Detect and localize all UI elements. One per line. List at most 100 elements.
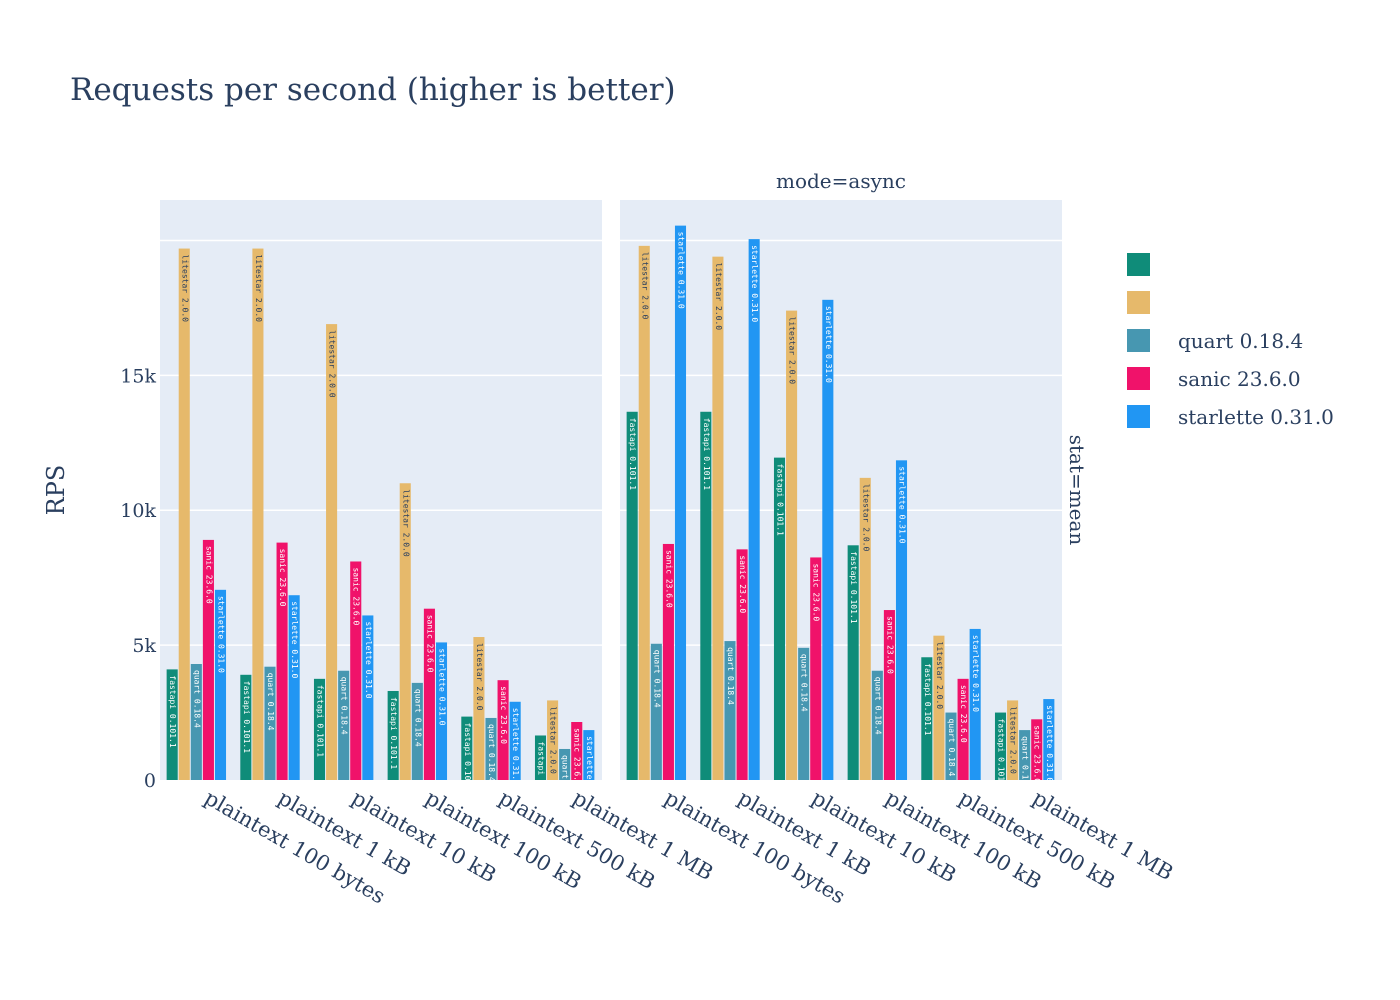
- bar-label: litestar 2.0.0: [714, 263, 723, 331]
- bar-label: sanic 23.6.0: [1033, 725, 1042, 783]
- bar-label: fastapi 0.101.1: [997, 719, 1006, 791]
- bar: [662, 543, 674, 780]
- bar-label: sanic 23.6.0: [738, 555, 747, 613]
- bar: [810, 557, 822, 780]
- bar: [798, 647, 810, 780]
- bar-label: litestar 2.0.0: [328, 330, 337, 398]
- bar-label: starlette 0.31.0: [364, 621, 373, 698]
- bar: [202, 539, 214, 780]
- bar: [859, 477, 871, 780]
- bar: [700, 411, 712, 780]
- bar: [178, 248, 190, 781]
- bar: [724, 641, 736, 780]
- bar-label: litestar 2.0.0: [254, 255, 263, 323]
- bar: [559, 748, 571, 780]
- bar-label: litestar 2.0.0: [935, 642, 944, 710]
- bar: [387, 690, 399, 780]
- bar: [1043, 699, 1055, 780]
- y-tick-label: 0: [144, 770, 156, 792]
- legend-item[interactable]: [1127, 291, 1150, 314]
- bar-label: quart 0.18.4: [561, 755, 570, 813]
- bar-label: fastapi 0.101.1: [242, 681, 251, 753]
- bar-label: starlette 0.31.0: [750, 245, 759, 322]
- legend-label: sanic 23.6.0: [1178, 367, 1301, 391]
- bar-label: starlette 0.31.0: [437, 648, 446, 725]
- bar: [326, 324, 338, 780]
- bar: [240, 674, 252, 780]
- bar: [485, 717, 497, 780]
- bar: [264, 666, 276, 780]
- legend-item[interactable]: [1127, 253, 1150, 276]
- legend-label: starlette 0.31.0: [1178, 405, 1334, 429]
- row-facet-label: stat=mean: [1065, 435, 1089, 546]
- legend-swatch: [1127, 329, 1150, 352]
- bar-label: litestar 2.0.0: [788, 317, 797, 385]
- bar: [895, 460, 908, 780]
- bar: [362, 615, 374, 780]
- bar-label: quart 0.18.4: [800, 654, 809, 712]
- bar-label: fastapi 0.101.1: [316, 685, 325, 757]
- bar: [497, 680, 509, 780]
- bar: [748, 239, 760, 780]
- bar: [547, 700, 559, 780]
- bar-label: quart 0.18.4: [947, 719, 956, 777]
- bar-label: quart 0.18.4: [652, 650, 661, 708]
- bar-label: quart 0.18.4: [340, 677, 349, 735]
- legend-swatch: [1127, 291, 1150, 314]
- bar-label: fastapi 0.101.1: [463, 723, 472, 795]
- bar-label: sanic 23.6.0: [278, 549, 287, 607]
- bar: [276, 542, 288, 780]
- legend: quart 0.18.4 sanic 23.6.0 starlette 0.31.0: [1127, 253, 1334, 429]
- facet-title: mode=async: [776, 169, 906, 193]
- bar-label: sanic 23.6.0: [499, 686, 508, 744]
- bar: [945, 712, 957, 780]
- legend-swatch: [1127, 367, 1150, 390]
- bar-label: fastapi 0.101.1: [628, 418, 637, 490]
- bar: [571, 722, 583, 780]
- bar: [674, 225, 687, 780]
- bar-label: quart 0.18.4: [487, 724, 496, 782]
- bar: [1031, 719, 1043, 780]
- bar: [190, 664, 202, 780]
- legend-item[interactable]: sanic 23.6.0: [1127, 367, 1301, 391]
- bar-label: quart 0.18.4: [873, 677, 882, 735]
- legend-swatch: [1127, 405, 1150, 428]
- y-axis-title: RPS: [42, 465, 70, 516]
- bar-label: fastapi 0.101.1: [923, 663, 932, 735]
- bar: [736, 549, 748, 780]
- bar: [252, 248, 264, 781]
- legend-item[interactable]: starlette 0.31.0: [1127, 405, 1334, 429]
- bar: [626, 411, 638, 780]
- bar: [883, 610, 895, 780]
- bar: [969, 628, 981, 780]
- bar: [435, 642, 448, 780]
- bar: [638, 245, 650, 780]
- bar-label: starlette 0.31.0: [511, 708, 520, 785]
- bar-label: litestar 2.0.0: [861, 484, 870, 552]
- bar-label: fastapi 0.101.1: [537, 741, 546, 813]
- chart-title: Requests per second (higher is better): [70, 72, 676, 108]
- bar: [509, 701, 521, 780]
- bar-label: litestar 2.0.0: [549, 706, 558, 774]
- bar-label: litestar 2.0.0: [475, 643, 484, 711]
- bar: [847, 545, 859, 780]
- legend-item[interactable]: quart 0.18.4: [1127, 329, 1303, 353]
- bar-label: starlette 0.31.0: [971, 635, 980, 712]
- bar: [921, 657, 933, 780]
- bar: [473, 637, 485, 780]
- bar: [423, 608, 435, 780]
- bar-label: quart 0.18.4: [266, 673, 275, 731]
- y-tick-label: 15k: [120, 365, 156, 387]
- bar-label: sanic 23.6.0: [885, 616, 894, 674]
- bar-label: sanic 23.6.0: [812, 563, 821, 621]
- bar-label: sanic 23.6.0: [959, 685, 968, 743]
- bar-label: sanic 23.6.0: [352, 567, 361, 625]
- bar: [313, 678, 326, 780]
- bar: [534, 735, 547, 780]
- bar-label: sanic 23.6.0: [204, 546, 213, 604]
- bar: [786, 310, 798, 780]
- bar: [583, 730, 595, 780]
- bar: [773, 457, 786, 780]
